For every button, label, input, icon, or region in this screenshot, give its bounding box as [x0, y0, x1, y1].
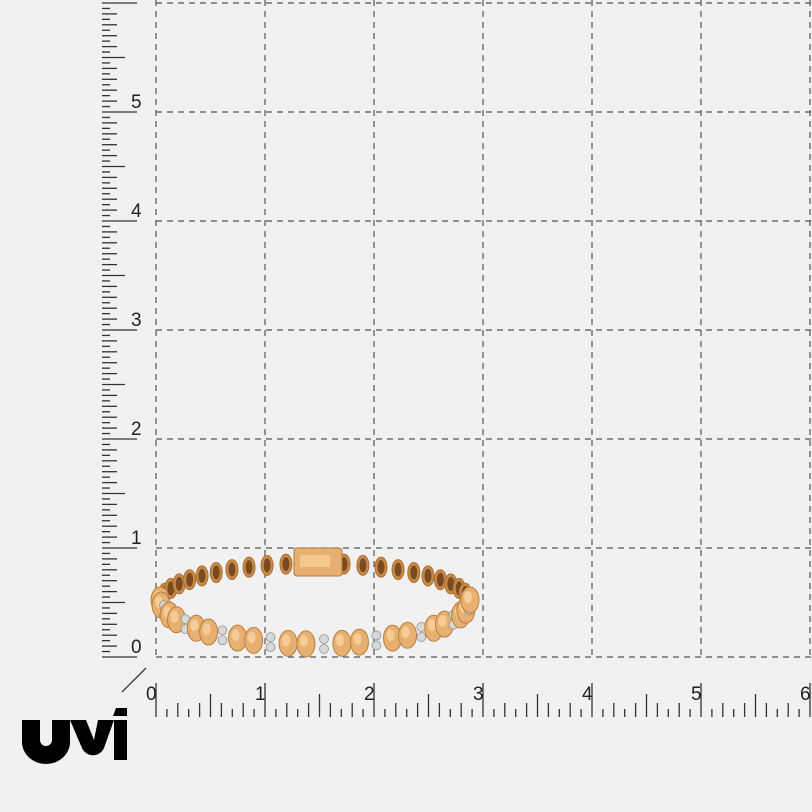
- uvi-logo: [22, 708, 127, 764]
- bracelet-link-hole: [410, 565, 418, 580]
- vertical-ruler-label: 3: [131, 310, 142, 331]
- bracelet-link-highlight: [282, 634, 291, 647]
- horizontal-ruler-label: 1: [255, 684, 266, 705]
- horizontal-ruler-label: 5: [691, 684, 702, 705]
- bracelet-link-highlight: [202, 623, 211, 636]
- bracelet-link-highlight: [335, 634, 344, 647]
- bracelet-link-hole: [167, 581, 175, 596]
- bracelet-link-hole: [175, 576, 183, 591]
- vertical-ruler-label: 5: [131, 92, 142, 113]
- diamond: [319, 644, 329, 654]
- bracelet-link-highlight: [299, 634, 308, 647]
- bracelet-link-highlight: [247, 631, 256, 644]
- bracelet-link-highlight: [401, 626, 410, 639]
- bracelet-link-hole: [359, 558, 367, 573]
- bracelet-link-hole: [228, 562, 236, 577]
- bracelet-link-hole: [436, 572, 444, 587]
- bracelet-link-highlight: [438, 615, 447, 628]
- vertical-ruler: 0 1 2 3 4 5: [102, 2, 142, 658]
- bracelet-link-hole: [394, 562, 402, 577]
- horizontal-ruler-label: 4: [582, 684, 593, 705]
- diamond: [416, 632, 427, 642]
- bracelet-link-hole: [212, 565, 220, 580]
- diamond: [371, 630, 382, 641]
- bracelet-link-highlight: [190, 619, 199, 632]
- diamond: [217, 635, 228, 646]
- bracelet-link-highlight: [353, 633, 362, 646]
- bracelet-link-hole: [186, 572, 194, 587]
- bracelet-link-hole: [447, 576, 455, 591]
- ruler-corner-divider: [121, 667, 147, 693]
- bracelet-link-hole: [198, 568, 206, 583]
- horizontal-ruler: 0 1 2 3 4 5 6: [146, 683, 811, 717]
- horizontal-ruler-label: 3: [473, 684, 484, 705]
- bracelet-link-highlight: [170, 610, 179, 623]
- bracelet-link-highlight: [464, 591, 472, 603]
- bracelet-link-hole: [245, 560, 253, 575]
- horizontal-ruler-label: 2: [364, 684, 375, 705]
- bracelet-link-hole: [282, 557, 290, 572]
- horizontal-ruler-label: 6: [800, 684, 811, 705]
- horizontal-ruler-label: 0: [146, 684, 157, 705]
- diamond: [319, 634, 329, 644]
- diamond: [265, 642, 276, 653]
- diamond: [265, 632, 276, 643]
- bracelet-clasp-plate: [300, 555, 330, 567]
- bracelet-image: [150, 547, 480, 658]
- vertical-ruler-label: 2: [131, 419, 142, 440]
- bracelet-link-hole: [424, 568, 432, 583]
- vertical-ruler-label: 1: [131, 528, 142, 549]
- bracelet-link-hole: [263, 558, 271, 573]
- dashed-grid: [155, 0, 812, 658]
- vertical-ruler-label: 0: [131, 637, 142, 658]
- bracelet-link-highlight: [427, 619, 436, 632]
- bracelet-link-hole: [377, 560, 385, 575]
- vertical-ruler-label: 4: [131, 201, 142, 222]
- diamond: [217, 625, 228, 636]
- bracelet-link-highlight: [231, 629, 240, 642]
- diamond: [371, 640, 382, 651]
- bracelet-link-highlight: [386, 629, 395, 642]
